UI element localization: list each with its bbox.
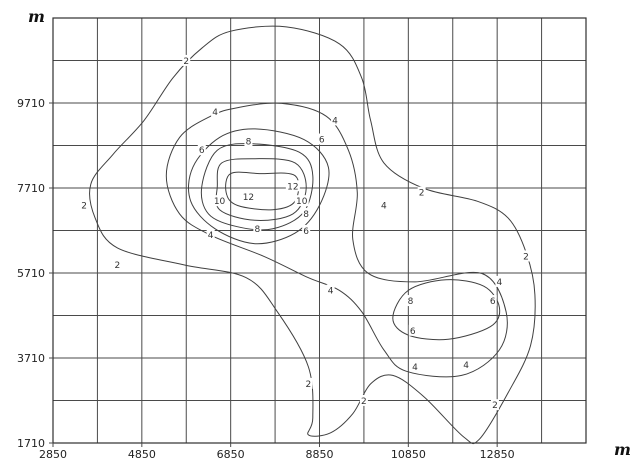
contour-line (215, 158, 307, 221)
contour-label-bg (462, 358, 471, 370)
x-tick-label: 4850 (128, 448, 156, 461)
contour-label: 4 (412, 363, 418, 373)
x-tick-label: 2850 (39, 448, 67, 461)
contour-label-bg (302, 207, 311, 219)
contour-label-bg (304, 377, 313, 389)
y-tick-label: 3710 (17, 352, 45, 365)
contour-label: 2 (183, 57, 189, 67)
contour-label: 6 (319, 136, 325, 146)
contour-label: 2 (306, 380, 312, 390)
x-tick-label: 6850 (217, 448, 245, 461)
contour-label-bg (317, 133, 326, 145)
contour-label-bg (406, 295, 415, 307)
contour-label: 6 (199, 146, 205, 156)
y-tick-label: 9710 (17, 97, 45, 110)
contour-label-bg (197, 144, 206, 156)
x-tick-label: 12850 (480, 448, 515, 461)
contour-label: 2 (492, 401, 498, 411)
contour-label-bg (211, 105, 220, 117)
contour-label: 4 (332, 116, 338, 126)
contour-label: 8 (303, 210, 309, 220)
x-tick-label: 8850 (306, 448, 334, 461)
contour-label: 6 (410, 327, 416, 337)
contour-line (200, 143, 314, 231)
y-tick-label: 5710 (17, 267, 45, 280)
contour-label: 8 (408, 297, 414, 307)
grid-lines (52, 17, 587, 444)
contour-line (188, 128, 330, 245)
contour-line (225, 171, 300, 211)
contour-label-bg (522, 250, 531, 262)
contour-label-bg (495, 275, 504, 287)
contour-label-bg (410, 360, 419, 372)
contour-label-bg (302, 224, 311, 236)
contour-label: 4 (381, 201, 387, 211)
contour-label: 2 (81, 201, 87, 211)
contour-label: 12 (243, 193, 254, 203)
contour-label-bg (212, 195, 227, 207)
contour-label-bg (80, 199, 89, 211)
x-axis-ticks: 2850 4850 6850 8850 10850 12850 (39, 443, 515, 461)
contour-label-bg (490, 399, 499, 411)
contour-label: 2 (523, 252, 529, 262)
contour-label: 8 (246, 138, 252, 148)
contour-label-bg (417, 186, 426, 198)
contour-label: 8 (254, 225, 260, 235)
contour-label: 4 (212, 108, 218, 118)
contour-label: 4 (208, 231, 214, 241)
contour-label-bg (285, 180, 300, 192)
contour-label-bg (326, 284, 335, 296)
contour-label: 2 (419, 189, 425, 199)
contour-label: 4 (463, 361, 469, 371)
contour-line (165, 102, 508, 378)
contour-label: 6 (303, 227, 309, 237)
contour-line (89, 25, 536, 445)
contour-label: 2 (361, 397, 367, 407)
contour-label-bg (113, 258, 122, 270)
contour-label: 10 (214, 197, 226, 207)
x-tick-label: 10850 (391, 448, 426, 461)
x-axis-unit: m (614, 440, 631, 459)
y-axis-ticks: 1710 3710 5710 7710 9710 (17, 97, 53, 450)
contour-label: 4 (497, 278, 503, 288)
contour-label-bg (408, 324, 417, 336)
y-axis-unit: m (28, 7, 45, 26)
contour-label: 4 (328, 286, 334, 296)
contour-label-bg (379, 199, 388, 211)
contour-label: 2 (115, 261, 121, 271)
contour-label-bg (253, 222, 262, 234)
contour-label-bg (488, 295, 497, 307)
contour-label-bg (331, 114, 340, 126)
y-tick-label: 7710 (17, 182, 45, 195)
contour-label: 12 (287, 182, 298, 192)
contour-label-bg (359, 394, 368, 406)
contour-label-bg (182, 54, 191, 66)
y-tick-label: 1710 (17, 437, 45, 450)
contour-label: 6 (490, 297, 496, 307)
contour-label: 10 (296, 197, 308, 207)
contour-label-bg (241, 190, 256, 202)
contour-label-bg (294, 195, 309, 207)
contour-line (392, 279, 501, 341)
contour-label-bg (244, 135, 253, 147)
contour-label-bg (206, 229, 215, 241)
